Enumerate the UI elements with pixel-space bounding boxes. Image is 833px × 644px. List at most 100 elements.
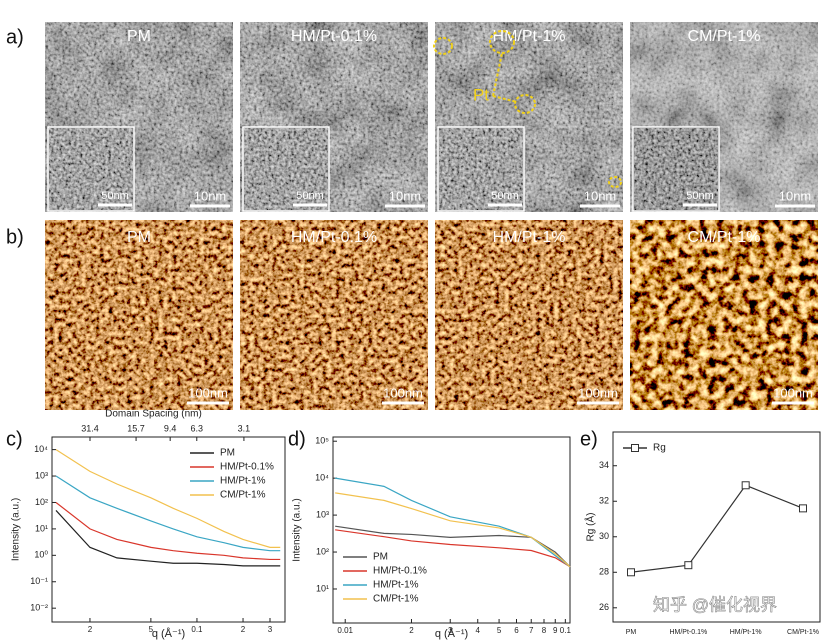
y-axis-label: Rg (Å) <box>584 513 597 542</box>
y-tick-label: 10¹ <box>316 583 329 593</box>
series-line <box>335 529 571 568</box>
series-line <box>55 475 281 552</box>
legend-label: PM <box>373 552 388 563</box>
series-line <box>335 492 571 568</box>
y-tick-label: 10⁴ <box>315 473 329 483</box>
y-tick-label: 10⁴ <box>34 444 48 454</box>
scale-label: 10nm <box>389 188 422 203</box>
x2-tick-label: 9.4 <box>164 423 177 433</box>
x-tick-label: 2 <box>241 625 246 634</box>
x-axis-label: q (Å⁻¹) <box>435 627 468 640</box>
legend-label: HM/Pt-0.1% <box>373 566 427 577</box>
panel-label: e) <box>580 428 598 450</box>
tem-label: HM/Pt-1% <box>493 28 566 45</box>
y-tick-label: 30 <box>599 531 609 541</box>
series-line <box>630 484 804 573</box>
point-marker <box>741 481 750 490</box>
plot-frame <box>332 436 571 624</box>
scale-label: 10nm <box>194 188 227 203</box>
plot-frame <box>51 436 286 623</box>
x-tick-label: 3 <box>448 626 453 635</box>
tem-label: CM/Pt-1% <box>688 28 761 45</box>
x-tick-label: 8 <box>542 626 547 635</box>
x2-tick-label: 15.7 <box>127 423 145 433</box>
legend-label: CM/Pt-1% <box>373 594 419 605</box>
y-tick-label: 10² <box>35 497 48 507</box>
legend-label: CM/Pt-1% <box>220 490 266 501</box>
scale-label: 100nm <box>383 385 423 400</box>
y-axis-label: Intensity (a.u.) <box>292 498 303 561</box>
y-tick-label: 10⁻¹ <box>30 576 48 586</box>
pt-label: Pt <box>473 85 489 104</box>
x-tick-label: 6 <box>514 626 519 635</box>
y-tick-label: 34 <box>599 460 609 470</box>
x2-tick-label: 6.3 <box>191 423 204 433</box>
afm-texture <box>435 220 623 410</box>
y-tick-label: 10² <box>316 546 329 556</box>
x2-axis-label: Domain Spacing (nm) <box>105 409 202 420</box>
series-line <box>55 449 281 548</box>
afm-texture <box>45 220 233 410</box>
plot-frame <box>612 431 821 623</box>
afm-label: HM/Pt-0.1% <box>291 229 377 246</box>
afm-texture <box>630 220 818 410</box>
x-tick-label: 7 <box>529 626 534 635</box>
x-tick-label: 5 <box>149 625 154 634</box>
scale-label: 50nm <box>491 190 519 202</box>
scale-label: 100nm <box>188 385 228 400</box>
panel-label: d) <box>288 428 306 450</box>
legend-label: HM/Pt-0.1% <box>220 462 274 473</box>
x-tick-label: 0.01 <box>337 626 353 635</box>
x2-tick-label: 31.4 <box>81 423 99 433</box>
y-tick-label: 10⁵ <box>315 436 329 446</box>
scale-label: 10nm <box>779 188 812 203</box>
series-line <box>55 510 281 567</box>
afm-label: CM/Pt-1% <box>688 229 761 246</box>
x-tick-label: 4 <box>476 626 481 635</box>
x-tick-label: 9 <box>553 626 558 635</box>
x-tick-label: 3 <box>268 625 273 634</box>
x-tick-label: 0.1 <box>191 625 203 634</box>
scale-label: 50nm <box>101 190 129 202</box>
panel-label: c) <box>6 428 23 450</box>
afm-label: HM/Pt-1% <box>493 229 566 246</box>
tem-label: HM/Pt-0.1% <box>291 28 377 45</box>
scale-label: 50nm <box>686 190 714 202</box>
point-marker <box>799 504 807 513</box>
x-tick-label: 2 <box>409 626 414 635</box>
x-tick-label: PM <box>626 629 637 636</box>
y-tick-label: 10³ <box>35 470 48 480</box>
afm-texture <box>240 220 428 410</box>
pt-marker <box>608 176 622 188</box>
inset-texture <box>244 128 328 210</box>
y-tick-label: 10¹ <box>35 523 48 533</box>
x-tick-label: HM/Pt-1% <box>730 629 762 636</box>
y-tick-label: 10⁻² <box>30 603 48 613</box>
x-tick-label: 5 <box>497 626 502 635</box>
y-tick-label: 32 <box>599 496 609 506</box>
legend-label: Rg <box>653 443 666 454</box>
legend-label: HM/Pt-1% <box>220 476 266 487</box>
y-tick-label: 26 <box>599 602 609 612</box>
scale-label: 50nm <box>296 190 324 202</box>
point-marker <box>627 568 635 577</box>
scale-label: 10nm <box>584 188 617 203</box>
pt-marker <box>433 37 453 55</box>
pt-marker <box>489 30 515 54</box>
y-tick-label: 28 <box>599 567 609 577</box>
x-tick-label: 2 <box>88 625 93 634</box>
scale-label: 100nm <box>773 385 813 400</box>
inset-texture <box>49 128 133 210</box>
point-marker <box>684 561 693 570</box>
series-line <box>55 501 281 561</box>
tem-label: PM <box>127 28 151 45</box>
scale-label: 100nm <box>578 385 618 400</box>
legend-label: PM <box>220 448 235 459</box>
series-line <box>335 477 571 568</box>
x-tick-label: 0.1 <box>560 626 572 635</box>
watermark: 知乎 @催化视界 <box>653 595 777 614</box>
y-tick-label: 10⁰ <box>34 550 48 560</box>
panel-label: a) <box>6 26 24 48</box>
